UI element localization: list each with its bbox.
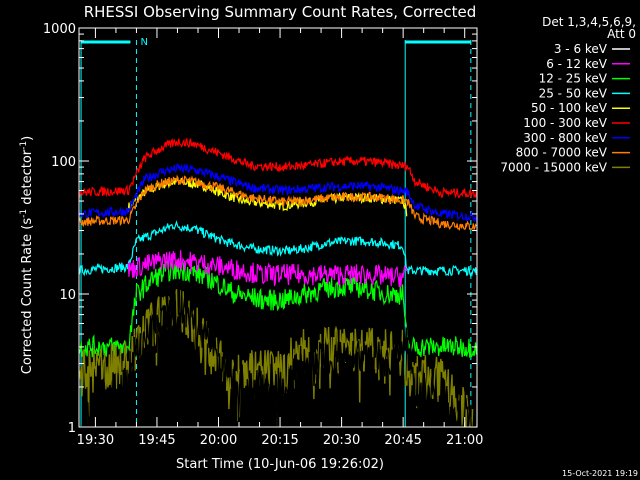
x-tick-label: 20:30 [323,433,360,448]
y-axis-label-exp2: -1 [19,141,29,150]
x-tick-label: 20:15 [261,433,298,448]
series-line-6-12-kev [127,250,408,288]
legend-label: 25 - 50 keV [539,86,608,100]
legend-label: 800 - 7000 keV [516,146,608,160]
y-tick-label: 1 [68,421,76,436]
generation-timestamp: 15-Oct-2021 19:19 [562,469,638,478]
attenuator-state-label: N [140,37,147,48]
x-tick-label: 20:00 [200,433,237,448]
legend-header-attenuator: Att 0 [607,27,636,41]
series-line-25-50-kev [78,220,477,277]
series-line-800-7000-kev [78,174,477,232]
y-axis-label-exp1: -1 [19,209,29,218]
legend-label: 7000 - 15000 keV [500,160,607,174]
x-axis-label: Start Time (10-Jun-06 19:26:02) [176,457,384,472]
y-tick-label: 1000 [43,22,76,37]
y-tick-label: 100 [51,155,76,170]
y-tick-label: 10 [59,288,76,303]
series-line-300-800-kev [78,162,477,223]
series-line-100-300-kev [78,137,477,199]
x-tick-label: 19:30 [77,433,114,448]
legend-label: 6 - 12 keV [546,57,608,71]
legend-label: 50 - 100 keV [531,101,608,115]
legend-label: 3 - 6 keV [554,42,608,56]
legend-label: 12 - 25 keV [539,72,608,86]
plot-frame [78,27,478,428]
chart-title: RHESSI Observing Summary Count Rates, Co… [84,3,477,21]
plot-area: N [78,37,477,428]
legend-label: 100 - 300 keV [523,116,607,130]
x-tick-label: 21:00 [446,433,483,448]
y-axis-label: Corrected Count Rate (s-1 detector-1) [19,136,35,374]
y-axis-label-mid: detector [20,149,35,209]
y-axis-label-end: ) [20,136,35,141]
axes: 1 10 100 1000 19:30 19:45 20:00 20:15 20:30 20:45… [43,22,484,448]
x-tick-label: 20:45 [384,433,421,448]
y-axis-label-main: Corrected Count Rate (s [20,218,35,375]
series-line-3-6-kev [78,290,477,428]
legend-label: 300 - 800 keV [523,131,607,145]
legend-header-detectors: Det 1,3,4,5,6,9, [542,15,636,29]
x-tick-label: 19:45 [138,433,175,448]
